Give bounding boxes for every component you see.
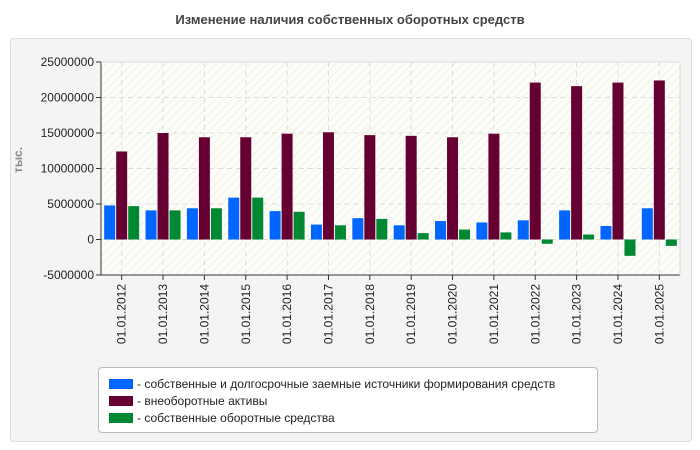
x-tick-label: 01.01.2018: [363, 284, 377, 344]
legend-swatch: [109, 412, 133, 423]
legend: - собственные и долгосрочные заемные ист…: [98, 367, 598, 433]
legend-item[interactable]: - внеоборотные активы: [109, 392, 587, 409]
bar-series-2: [364, 135, 376, 240]
bar-series-3: [459, 229, 471, 240]
bar-series-3: [334, 225, 346, 240]
x-tick-label: 01.01.2025: [652, 284, 666, 344]
bar-series-1: [393, 225, 405, 240]
bar-series-3: [624, 239, 636, 256]
bar-series-2: [157, 133, 169, 240]
bar-series-3: [583, 234, 595, 240]
legend-swatch: [109, 378, 133, 389]
x-tick-label: 01.01.2020: [446, 284, 460, 344]
bar-series-3: [541, 239, 553, 244]
x-tick-label: 01.01.2013: [156, 284, 170, 344]
x-tick-label: 01.01.2021: [487, 284, 501, 344]
bar-series-2: [240, 137, 252, 240]
bar-series-2: [529, 82, 541, 240]
bar-series-3: [128, 206, 140, 240]
y-axis-label: тыс.: [11, 147, 25, 173]
bar-series-2: [281, 133, 293, 240]
bar-series-2: [447, 137, 459, 240]
legend-label: - внеоборотные активы: [137, 393, 268, 408]
x-tick-label: 01.01.2022: [528, 284, 542, 344]
bar-series-2: [405, 135, 417, 240]
bar-series-3: [376, 218, 388, 240]
y-tick-label: 15000000: [41, 126, 95, 140]
bar-series-1: [476, 222, 488, 240]
bar-series-3: [252, 197, 264, 240]
bar-series-1: [352, 218, 364, 240]
y-tick-label: 20000000: [41, 91, 95, 105]
bar-series-1: [559, 210, 571, 240]
bar-series-1: [435, 221, 447, 240]
x-tick-label: 01.01.2023: [570, 284, 584, 344]
bar-series-3: [293, 211, 305, 240]
legend-swatch: [109, 395, 133, 406]
bar-series-2: [612, 82, 624, 240]
y-tick-label: -5000000: [43, 268, 94, 282]
bar-series-3: [500, 232, 512, 240]
legend-label: - собственные оборотные средства: [137, 410, 335, 425]
chart-title: Изменение наличия собственных оборотных …: [175, 12, 525, 27]
y-tick-label: 5000000: [47, 197, 94, 211]
legend-item[interactable]: - собственные и долгосрочные заемные ист…: [109, 375, 587, 392]
bar-series-3: [210, 208, 222, 240]
bar-series-2: [322, 132, 334, 240]
y-tick-label: 0: [87, 233, 94, 247]
y-tick-label: 10000000: [41, 162, 95, 176]
x-tick-label: 01.01.2024: [611, 284, 625, 344]
bar-series-2: [116, 151, 128, 240]
bar-series-2: [653, 80, 665, 240]
x-tick-label: 01.01.2016: [280, 284, 294, 344]
bar-series-1: [641, 208, 653, 240]
bar-series-3: [417, 233, 429, 240]
bar-series-1: [228, 197, 240, 240]
bar-series-1: [310, 224, 322, 240]
x-tick-label: 01.01.2015: [239, 284, 253, 344]
x-tick-label: 01.01.2017: [321, 284, 335, 344]
legend-label: - собственные и долгосрочные заемные ист…: [137, 376, 556, 391]
x-tick-label: 01.01.2019: [404, 284, 418, 344]
bar-series-2: [571, 86, 583, 240]
y-tick-label: 25000000: [41, 55, 95, 69]
bar-series-1: [145, 210, 157, 240]
bar-series-1: [517, 220, 529, 240]
bar-series-1: [600, 226, 612, 240]
bar-series-3: [169, 210, 181, 240]
x-tick-label: 01.01.2012: [115, 284, 129, 344]
legend-item[interactable]: - собственные оборотные средства: [109, 409, 587, 426]
bar-series-2: [488, 133, 500, 240]
bar-series-1: [186, 208, 198, 240]
bar-series-1: [104, 205, 116, 240]
bar-series-3: [665, 239, 677, 246]
bar-series-1: [269, 211, 281, 240]
bar-series-2: [198, 137, 210, 240]
x-tick-label: 01.01.2014: [197, 284, 211, 344]
